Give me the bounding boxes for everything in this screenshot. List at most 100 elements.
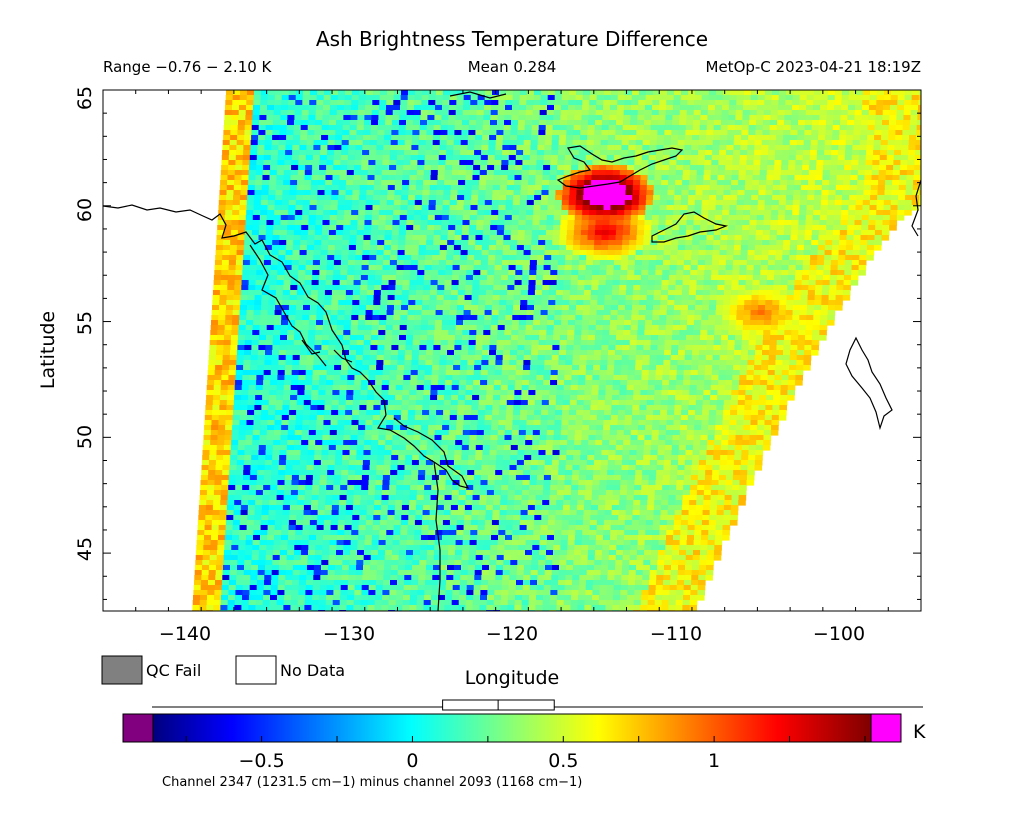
- swath-pixel: [300, 235, 309, 241]
- swath-pixel: [314, 340, 323, 346]
- swath-pixel: [299, 140, 308, 146]
- swath-pixel: [576, 295, 585, 301]
- swath-pixel: [329, 220, 338, 226]
- swath-pixel: [512, 200, 521, 206]
- swath-pixel: [314, 125, 323, 131]
- swath-pixel: [684, 140, 693, 146]
- swath-pixel: [503, 235, 512, 241]
- swath-pixel: [266, 215, 275, 221]
- swath-pixel: [343, 225, 351, 231]
- swath-pixel: [291, 165, 299, 171]
- swath-pixel: [457, 305, 465, 311]
- swath-pixel: [371, 325, 380, 331]
- swath-pixel: [756, 220, 765, 226]
- swath-pixel: [672, 225, 680, 231]
- swath-pixel: [490, 330, 498, 336]
- swath-pixel: [710, 285, 718, 291]
- swath-pixel: [702, 90, 710, 96]
- swath-pixel: [343, 325, 352, 331]
- swath-pixel: [902, 135, 910, 141]
- swath-pixel: [611, 90, 619, 96]
- swath-pixel: [401, 295, 410, 301]
- swath-pixel: [658, 110, 667, 116]
- swath-pixel: [781, 270, 789, 276]
- swath-pixel: [351, 205, 360, 211]
- swath-pixel: [230, 345, 238, 351]
- swath-pixel: [911, 95, 920, 101]
- swath-pixel: [746, 165, 754, 171]
- swath-pixel: [317, 90, 325, 96]
- swath-pixel: [486, 175, 495, 181]
- swath-pixel: [695, 295, 704, 301]
- swath-pixel: [239, 100, 247, 106]
- swath-pixel: [532, 215, 541, 221]
- swath-pixel: [602, 225, 610, 231]
- swath-pixel: [797, 240, 805, 246]
- swath-pixel: [492, 195, 500, 201]
- swath-pixel: [312, 265, 321, 271]
- swath-pixel: [447, 240, 455, 246]
- swath-pixel: [356, 345, 364, 351]
- swath-pixel: [693, 110, 702, 116]
- swath-pixel: [490, 335, 498, 341]
- swath-pixel: [736, 320, 744, 326]
- swath-pixel: [546, 220, 555, 226]
- swath-pixel: [854, 120, 862, 126]
- swath-pixel: [493, 170, 502, 176]
- swath-pixel: [679, 115, 687, 121]
- swath-pixel: [429, 295, 438, 301]
- swath-pixel: [570, 275, 579, 281]
- swath-pixel: [400, 100, 408, 106]
- swath-pixel: [601, 230, 610, 236]
- swath-pixel: [546, 120, 554, 126]
- swath-pixel: [771, 315, 779, 321]
- swath-pixel: [327, 245, 336, 251]
- swath-pixel: [352, 90, 360, 96]
- swath-pixel: [638, 210, 646, 216]
- swath-pixel: [273, 325, 282, 331]
- swath-pixel: [295, 315, 303, 321]
- swath-pixel: [623, 120, 631, 126]
- swath-pixel: [330, 315, 338, 321]
- swath-pixel: [665, 110, 674, 116]
- swath-pixel: [708, 315, 716, 321]
- swath-pixel: [569, 295, 578, 301]
- swath-pixel: [744, 195, 752, 201]
- swath-pixel: [582, 105, 590, 111]
- swath-pixel: [668, 285, 676, 291]
- swath-pixel: [693, 215, 702, 221]
- swath-pixel: [712, 255, 720, 261]
- swath-pixel: [907, 155, 916, 161]
- swath-pixel: [294, 335, 302, 341]
- swath-pixel: [220, 280, 229, 286]
- swath-pixel: [708, 205, 717, 211]
- swath-pixel: [323, 310, 332, 316]
- swath-pixel: [408, 90, 416, 96]
- swath-pixel: [477, 315, 485, 321]
- swath-pixel: [400, 310, 409, 316]
- swath-pixel: [576, 290, 585, 296]
- swath-pixel: [694, 210, 702, 216]
- swath-pixel: [536, 265, 545, 271]
- swath-pixel: [615, 235, 624, 241]
- swath-pixel: [483, 330, 491, 336]
- swath-pixel: [584, 170, 593, 176]
- swath-pixel: [682, 175, 691, 181]
- swath-pixel: [493, 280, 502, 286]
- swath-pixel: [405, 240, 413, 246]
- swath-pixel: [372, 200, 381, 206]
- swath-pixel: [668, 180, 676, 186]
- swath-pixel: [760, 155, 769, 161]
- swath-pixel: [786, 305, 794, 311]
- swath-pixel: [634, 165, 642, 171]
- swath-pixel: [837, 160, 845, 166]
- swath-pixel: [394, 290, 403, 296]
- swath-pixel: [393, 310, 402, 316]
- swath-pixel: [340, 265, 349, 271]
- swath-pixel: [736, 210, 744, 216]
- swath-pixel: [362, 255, 370, 261]
- swath-pixel: [357, 225, 365, 231]
- swath-pixel: [665, 325, 674, 331]
- swath-pixel: [622, 125, 631, 131]
- swath-pixel: [910, 115, 918, 121]
